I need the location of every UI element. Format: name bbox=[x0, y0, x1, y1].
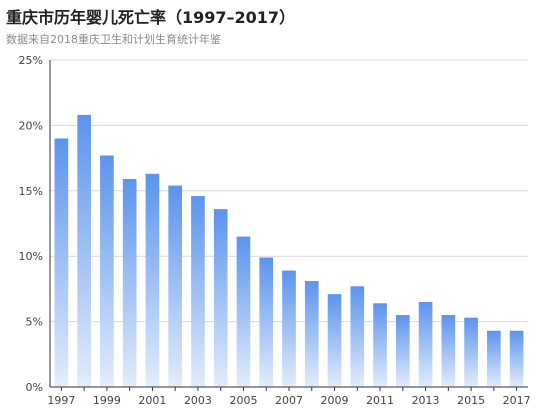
x-tick-label: 2017 bbox=[503, 394, 531, 407]
y-tick-label: 10% bbox=[19, 250, 43, 263]
bar-2005 bbox=[236, 236, 251, 387]
chart-title: 重庆市历年婴儿死亡率（1997–2017） bbox=[6, 8, 296, 27]
x-tick-label: 2013 bbox=[412, 394, 440, 407]
x-tick-label: 1999 bbox=[93, 394, 121, 407]
y-axis-ticks: 0% 5% 10% 15% 20% 25% bbox=[19, 54, 43, 394]
x-tick-label: 2005 bbox=[229, 394, 257, 407]
bar-2015 bbox=[464, 317, 478, 387]
bar-2016 bbox=[487, 330, 501, 387]
bar-1998 bbox=[77, 114, 91, 387]
bar-2017 bbox=[509, 330, 524, 387]
x-tick-label: 1997 bbox=[47, 394, 75, 407]
bar-1999 bbox=[100, 155, 114, 387]
bar-1997 bbox=[54, 138, 69, 387]
x-tick-label: 2003 bbox=[184, 394, 212, 407]
bar-2013 bbox=[418, 301, 433, 387]
chart-subtitle: 数据来自2018重庆卫生和计划生育统计年鉴 bbox=[6, 33, 221, 46]
y-tick-label: 0% bbox=[26, 381, 43, 394]
bar-2011 bbox=[373, 303, 387, 387]
bar-2010 bbox=[350, 286, 365, 387]
bar-2003 bbox=[191, 196, 205, 387]
bar-2006 bbox=[259, 257, 274, 387]
x-tick-label: 2009 bbox=[321, 394, 349, 407]
x-axis: 1997 1999 2001 2003 2005 2007 2009 2011 2013 2015… bbox=[47, 60, 531, 407]
y-tick-label: 5% bbox=[26, 316, 43, 329]
bar-2014 bbox=[441, 315, 456, 387]
x-tick-label: 2007 bbox=[275, 394, 303, 407]
bar-2012 bbox=[395, 315, 410, 387]
bars bbox=[54, 114, 524, 387]
bar-2000 bbox=[122, 179, 137, 387]
bar-2001 bbox=[145, 173, 160, 387]
bar-2007 bbox=[282, 270, 296, 387]
bar-2008 bbox=[304, 281, 319, 387]
x-tick-label: 2015 bbox=[457, 394, 485, 407]
bar-2009 bbox=[327, 294, 342, 387]
y-tick-label: 25% bbox=[19, 54, 43, 67]
x-tick-label: 2011 bbox=[366, 394, 394, 407]
x-tick-label: 2001 bbox=[138, 394, 166, 407]
bar-2002 bbox=[168, 185, 183, 387]
y-tick-label: 15% bbox=[19, 185, 43, 198]
bar-2004 bbox=[213, 209, 228, 387]
y-tick-label: 20% bbox=[19, 119, 43, 132]
